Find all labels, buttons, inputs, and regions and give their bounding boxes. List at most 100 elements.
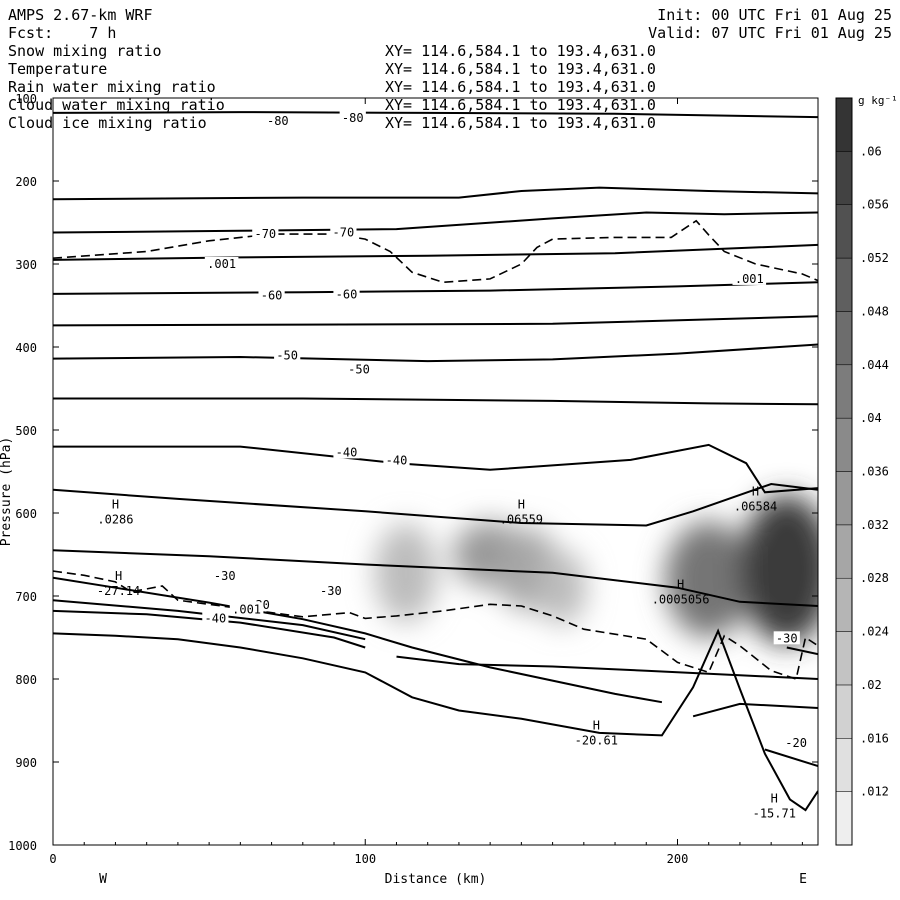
extremum-mark: H [752,484,759,498]
colorbar-tick-label: .06 [860,144,882,158]
field-extent: XY= 114.6,584.1 to 193.4,631.0 [385,78,656,96]
model-title: AMPS 2.67-km WRF [8,6,153,24]
extremum-value: .06584 [734,499,777,513]
contour-layer [53,111,818,812]
y-tick-label: 300 [15,258,37,272]
plot-frame [52,97,819,846]
contour-label: -80 [342,111,364,125]
colorbar-tick-label: .02 [860,678,882,692]
contour-label-bg [204,257,239,270]
colorbar-segment [835,684,853,739]
valid-time: Valid: 07 UTC Fri 01 Aug 25 [648,24,892,42]
contour-label-bg [258,288,285,302]
contour-label: -20 [785,736,807,750]
x-tick-label: 100 [354,852,376,866]
snow-shade-blob [739,494,818,645]
field-extent: XY= 114.6,584.1 to 193.4,631.0 [385,42,656,60]
colorbar-tick-label: .052 [860,251,889,265]
extremum-value: .0286 [97,513,133,527]
contour-label-bg [333,287,360,301]
extremum-mark: H [115,569,122,583]
extremum-mark: H [518,498,525,512]
extremum-value: .06559 [500,513,543,527]
temperature-isotherm [53,397,818,406]
contour-label: -70 [333,225,355,239]
forecast-hour: Fcst: 7 h [8,24,117,42]
contour-label: -30 [320,584,342,598]
colorbar-tick-label: .024 [860,625,889,639]
contour-label: -60 [261,289,283,303]
colorbar-segment [835,524,853,579]
field-name: Snow mixing ratio [8,42,162,60]
contour-label: -30 [776,631,798,645]
colorbar-tick-label: .044 [860,358,889,372]
contour-label-bg [732,271,767,285]
temperature-isotherm [786,646,818,656]
temperature-isotherm [53,281,818,295]
cloud-ice-contour [53,219,818,284]
snow-shade-blob [665,521,753,638]
field-extent: XY= 114.6,584.1 to 193.4,631.0 [385,114,656,132]
contour-label: -70 [254,227,276,241]
colorbar-tick-label: .028 [860,571,889,585]
y-tick-label: 500 [15,424,37,438]
y-tick-label: 1000 [8,839,37,853]
field-name: Cloud ice mixing ratio [8,114,207,132]
y-tick-label: 900 [15,756,37,770]
colorbar-tick-label: .036 [860,465,889,479]
colorbar-tick-label: .04 [860,411,882,425]
colorbar-tick-label: .048 [860,304,889,318]
contour-label: -40 [336,445,358,459]
contour-label: -50 [348,362,370,376]
y-tick-label: 600 [15,507,37,521]
colorbar-tick-label: .032 [860,518,889,532]
x-tick-label: 200 [667,852,689,866]
snow-shading [374,494,818,645]
x-axis-title: Distance (km) [385,872,487,887]
init-time: Init: 00 UTC Fri 01 Aug 25 [657,6,892,24]
east-label: E [799,872,807,887]
contour-label-bg [211,569,238,583]
contour-label: -30 [214,569,236,583]
temperature-isotherm [53,186,818,201]
contour-label: .001 [232,602,261,616]
temperature-isotherm [692,702,818,718]
y-tick-label: 800 [15,673,37,687]
contour-label-bg [345,362,373,376]
field-name: Cloud water mixing ratio [8,96,225,114]
temperature-isotherm [53,211,818,234]
contour-label-bg [252,227,279,241]
colorbar-segment [835,631,853,686]
contour-label: -40 [386,454,408,468]
contour-label: -60 [336,288,358,302]
extremum-value: -27.14 [97,584,140,598]
contour-label-bg [783,735,810,749]
extremum-mark: H [771,791,778,805]
contour-label-bg [229,602,264,616]
y-axis-title: Pressure (hPa) [0,437,14,547]
extremum-value: .0005056 [652,592,710,606]
temperature-isotherm [53,482,818,527]
contour-label-bg [317,584,344,598]
snow-shade-blob [374,522,438,623]
colorbar-segment [835,738,853,792]
temperature-isotherm [53,599,366,641]
colorbar-segment [835,204,853,259]
colorbar-segment [835,151,853,205]
contour-label: .001 [207,257,236,271]
field-name: Rain water mixing ratio [8,78,216,96]
colorbar-segment [835,791,853,846]
colorbar-segment [835,257,853,312]
rain-water-contour [53,570,818,681]
colorbar-tick-label: .016 [860,731,889,745]
temperature-isotherm [53,609,366,649]
colorbar-segment [835,97,853,152]
extremum-value: -20.61 [575,733,618,747]
contour-label-bg [773,631,800,645]
y-tick-label: 400 [15,341,37,355]
temperature-isotherm [53,576,663,704]
contour-label: -80 [267,114,289,128]
temperature-isotherm [53,111,818,119]
x-tick-label: 0 [49,852,56,866]
colorbar-segment [835,577,853,632]
